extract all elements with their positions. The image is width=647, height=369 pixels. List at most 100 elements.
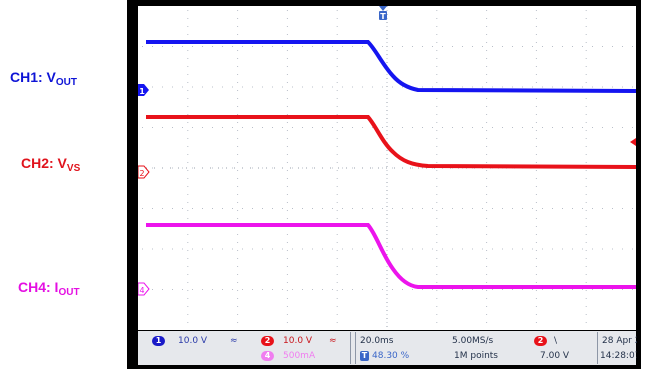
graticule-dot: [592, 248, 593, 250]
graticule-dot: [386, 50, 388, 51]
graticule-dot: [486, 170, 488, 171]
graticule-dot: [187, 50, 189, 51]
trigger-source-badge[interactable]: 2: [534, 336, 547, 346]
graticule-dot: [535, 250, 537, 251]
graticule-dot: [187, 122, 189, 123]
graticule-dot: [286, 106, 288, 107]
graticule-dot: [336, 170, 338, 171]
graticule-dot: [187, 282, 189, 283]
graticule-dot: [382, 208, 383, 209]
graticule-dot: [552, 248, 553, 250]
graticule-dot: [392, 86, 393, 88]
graticule-dot: [432, 127, 433, 128]
ch4-ground-marker[interactable]: 4: [138, 282, 150, 296]
graticule-dot: [202, 86, 203, 88]
graticule-dot: [535, 82, 537, 83]
graticule-dot: [187, 266, 189, 267]
graticule-dot: [535, 98, 537, 99]
sample-rate[interactable]: 5.00MS/s: [452, 336, 494, 346]
trigger-level[interactable]: 7.00 V: [540, 351, 570, 361]
graticule-dot: [486, 186, 488, 187]
graticule-dot: [386, 170, 388, 171]
graticule-dot: [585, 186, 587, 187]
graticule-dot: [582, 127, 583, 128]
ch2-badge[interactable]: 2: [261, 336, 274, 346]
graticule-dot: [286, 74, 288, 75]
graticule-dot: [222, 289, 223, 290]
graticule-dot: [187, 322, 189, 323]
graticule-dot: [562, 289, 563, 290]
trigger-position-badge: T: [360, 351, 369, 361]
record-length[interactable]: 1M points: [454, 351, 498, 361]
graticule-dot: [152, 208, 153, 209]
graticule-dot: [386, 74, 388, 75]
channel-settings-panel[interactable]: 1 10.0 V ≈ 2 10.0 V ≈ 4 500mA: [140, 332, 351, 364]
graticule-dot: [237, 58, 239, 59]
graticule-dot: [172, 167, 173, 169]
graticule-dot: [386, 58, 388, 59]
graticule-dot: [486, 162, 488, 163]
graticule-dot: [286, 90, 288, 91]
graticule-dot: [336, 314, 338, 315]
graticule-dot: [336, 154, 338, 155]
graticule-dot: [462, 127, 463, 128]
graticule-dot: [237, 98, 239, 99]
graticule-dot: [392, 127, 393, 128]
ch1-badge[interactable]: 1: [152, 336, 165, 346]
graticule-dot: [482, 248, 483, 250]
graticule-dot: [322, 208, 323, 209]
ch4-scale[interactable]: 500mA: [283, 351, 316, 361]
graticule-dot: [452, 46, 453, 47]
graticule-dot: [402, 127, 403, 128]
trigger-position-marker[interactable]: T: [379, 6, 387, 21]
trigger-position[interactable]: 48.30 %: [372, 351, 410, 361]
graticule-dot: [212, 46, 213, 47]
graticule-dot: [372, 208, 373, 209]
graticule-dot: [432, 289, 433, 290]
graticule-dot: [237, 322, 239, 323]
graticule-dot: [386, 178, 388, 179]
graticule-dot: [436, 26, 438, 27]
graticule-dot: [436, 10, 438, 11]
trigger-level-marker[interactable]: [630, 138, 636, 146]
graticule-dot: [472, 86, 473, 88]
graticule-dot: [262, 86, 263, 88]
graticule-dot: [486, 122, 488, 123]
graticule-dot: [585, 258, 587, 259]
graticule-dot: [336, 106, 338, 107]
ch1-ground-marker[interactable]: 1: [138, 84, 149, 96]
graticule-dot: [232, 167, 233, 169]
graticule-dot: [212, 127, 213, 128]
graticule-dot: [492, 289, 493, 290]
graticule-dot: [422, 127, 423, 128]
graticule-dot: [372, 248, 373, 250]
waveform-display[interactable]: T 1 2 4: [138, 6, 636, 330]
graticule-dot: [237, 170, 239, 171]
graticule-dot: [192, 289, 193, 290]
graticule-dot: [612, 86, 613, 88]
ch2-ground-marker[interactable]: 2: [138, 165, 150, 179]
graticule-dot: [286, 242, 288, 243]
graticule-dot: [162, 208, 163, 209]
ch2-scale[interactable]: 10.0 V: [283, 336, 313, 346]
graticule-dot: [152, 289, 153, 290]
graticule-dot: [187, 90, 189, 91]
graticule-dot: [386, 210, 388, 211]
graticule-dot: [436, 314, 438, 315]
date: 28 Apr 2: [602, 336, 637, 346]
graticule-dot: [512, 248, 513, 250]
graticule-dot: [592, 127, 593, 128]
graticule-dot: [322, 86, 323, 88]
graticule-dot: [442, 208, 443, 209]
graticule-dot: [436, 282, 438, 283]
graticule-dot: [362, 86, 363, 88]
graticule-dot: [436, 66, 438, 67]
ch1-scale[interactable]: 10.0 V: [178, 336, 208, 346]
graticule-dot: [187, 218, 189, 219]
graticule-dot: [286, 26, 288, 27]
ch1-label-subscript: OUT: [55, 77, 78, 88]
timebase[interactable]: 20.0ms: [360, 336, 394, 346]
timebase-trigger-panel[interactable]: 20.0ms T 48.30 % 5.00MS/s 1M points 2 \ …: [355, 332, 594, 364]
graticule-dot: [535, 282, 537, 283]
ch4-badge[interactable]: 4: [261, 351, 274, 361]
